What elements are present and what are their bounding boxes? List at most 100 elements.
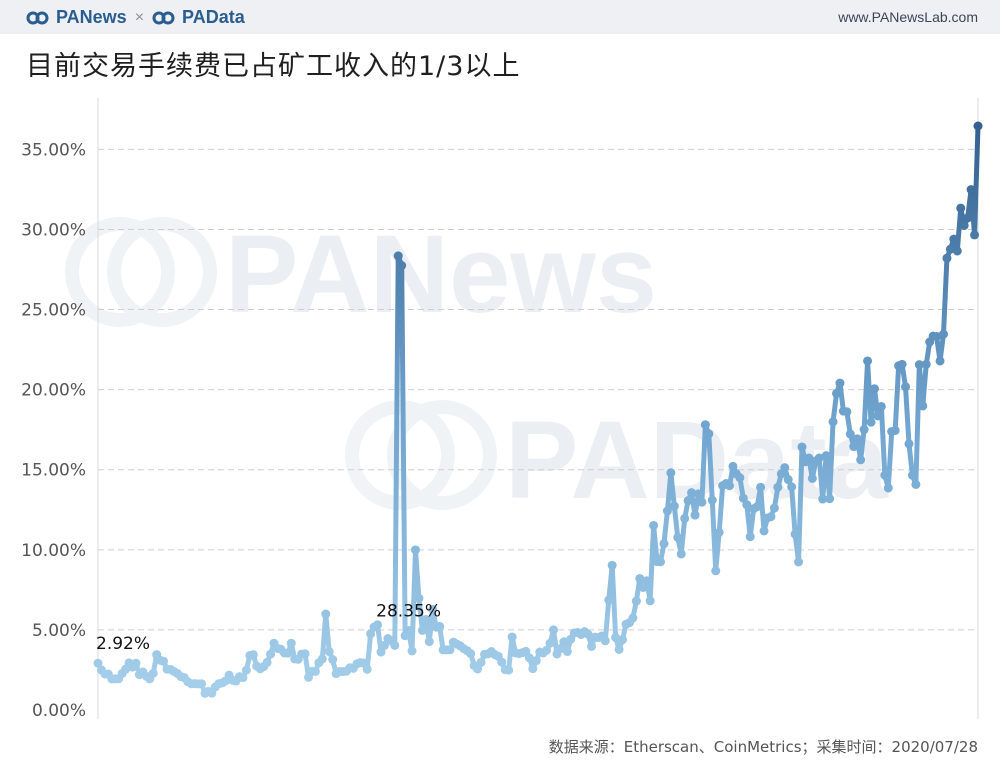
data-point[interactable] [321,609,331,619]
data-point[interactable] [542,645,552,655]
data-point[interactable] [935,356,945,366]
data-point[interactable] [959,220,969,230]
data-point[interactable] [945,244,955,254]
data-point[interactable] [890,425,900,435]
data-point[interactable] [656,557,666,567]
data-point[interactable] [866,417,876,427]
data-point[interactable] [818,494,828,504]
data-point[interactable] [756,482,766,492]
data-point[interactable] [666,468,676,478]
data-point[interactable] [317,654,327,664]
data-point[interactable] [911,479,921,489]
data-point[interactable] [662,506,672,516]
data-point[interactable] [379,640,389,650]
data-point[interactable] [952,246,962,256]
data-point[interactable] [555,644,565,654]
data-point[interactable] [635,574,645,583]
data-point[interactable] [745,532,755,542]
data-point[interactable] [697,497,707,507]
data-point[interactable] [618,635,628,645]
data-point[interactable] [804,453,814,463]
data-point[interactable] [949,234,959,244]
data-point[interactable] [262,657,272,667]
data-point[interactable] [735,473,745,483]
data-point[interactable] [407,646,417,656]
data-point[interactable] [825,494,835,504]
data-point[interactable] [835,378,845,388]
data-point[interactable] [414,593,424,603]
data-point[interactable] [362,664,372,674]
data-point[interactable] [549,625,559,635]
data-point[interactable] [783,475,793,485]
data-point[interactable] [780,463,790,473]
data-point[interactable] [497,657,507,667]
data-point[interactable] [524,653,534,663]
data-point[interactable] [445,645,455,655]
data-point[interactable] [742,500,752,510]
data-point[interactable] [707,495,717,505]
data-point[interactable] [424,637,434,647]
data-point[interactable] [904,439,914,449]
data-point[interactable] [725,481,735,491]
data-point[interactable] [687,488,697,498]
data-point[interactable] [607,560,617,570]
data-point[interactable] [583,629,593,639]
data-point[interactable] [397,261,407,271]
data-point[interactable] [673,532,683,542]
data-point[interactable] [828,417,838,427]
data-point[interactable] [238,673,248,683]
data-point[interactable] [966,185,976,195]
data-point[interactable] [604,595,614,605]
data-point[interactable] [680,513,690,523]
data-point[interactable] [973,121,983,131]
data-point[interactable] [714,527,724,537]
data-point[interactable] [586,641,596,651]
data-point[interactable] [531,656,541,666]
data-point[interactable] [956,203,966,213]
data-point[interactable] [693,489,703,499]
data-point[interactable] [832,388,842,398]
data-point[interactable] [197,679,207,689]
data-point[interactable] [131,658,141,668]
data-point[interactable] [504,665,514,675]
data-point[interactable] [938,329,948,339]
data-point[interactable] [159,656,169,666]
data-point[interactable] [918,401,928,411]
data-point[interactable] [300,649,310,659]
data-point[interactable] [248,650,258,660]
data-point[interactable] [417,625,427,635]
data-point[interactable] [393,251,403,261]
data-point[interactable] [93,658,103,668]
data-point[interactable] [773,482,783,492]
data-point[interactable] [880,470,890,480]
data-point[interactable] [545,638,555,648]
data-point[interactable] [614,644,624,654]
data-point[interactable] [963,213,973,223]
data-point[interactable] [628,613,638,623]
data-point[interactable] [631,596,641,606]
data-point[interactable] [863,356,873,366]
data-point[interactable] [310,666,320,676]
data-point[interactable] [404,626,414,636]
data-point[interactable] [283,648,293,658]
data-point[interactable] [883,483,893,493]
data-point[interactable] [435,621,445,631]
data-point[interactable] [507,632,517,642]
data-point[interactable] [852,434,862,444]
data-point[interactable] [869,384,879,394]
data-point[interactable] [728,461,738,471]
data-point[interactable] [645,596,655,606]
data-point[interactable] [241,665,251,675]
data-point[interactable] [562,647,572,657]
data-point[interactable] [690,510,700,520]
data-point[interactable] [814,453,824,463]
data-point[interactable] [611,633,621,643]
data-point[interactable] [907,470,917,480]
data-point[interactable] [897,359,907,369]
data-point[interactable] [769,503,779,513]
data-point[interactable] [790,529,800,539]
data-point[interactable] [859,425,869,435]
data-point[interactable] [476,657,486,667]
data-point[interactable] [901,382,911,392]
data-point[interactable] [932,331,942,341]
